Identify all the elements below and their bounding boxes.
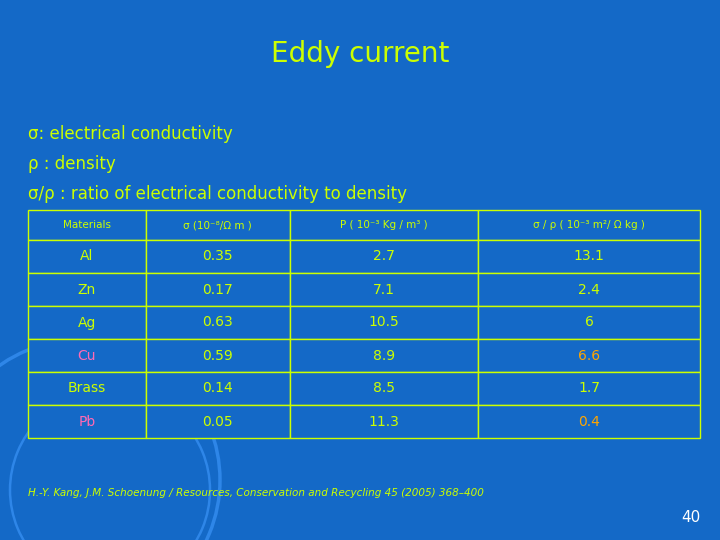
Bar [478,210,700,240]
Text: σ: electrical conductivity: σ: electrical conductivity [28,125,233,143]
Bar [290,405,478,438]
Bar [290,210,478,240]
Text: 0.17: 0.17 [202,282,233,296]
Text: Pb: Pb [78,415,96,429]
Text: Materials: Materials [63,220,111,230]
Bar [145,240,290,273]
Text: 7.1: 7.1 [373,282,395,296]
Bar [145,210,290,240]
Text: Cu: Cu [78,348,96,362]
Text: 0.63: 0.63 [202,315,233,329]
Text: 0.35: 0.35 [202,249,233,264]
Bar [290,240,478,273]
Bar [290,339,478,372]
Bar [478,372,700,405]
Bar [28,240,145,273]
Bar [28,306,145,339]
Bar [28,210,145,240]
Text: 6.6: 6.6 [578,348,600,362]
Text: 6: 6 [585,315,593,329]
Bar [28,372,145,405]
Bar [28,405,145,438]
Text: 2.4: 2.4 [578,282,600,296]
Text: Eddy current: Eddy current [271,40,449,68]
Bar [478,240,700,273]
Text: 0.59: 0.59 [202,348,233,362]
Bar [478,339,700,372]
Bar [478,273,700,306]
Text: 0.4: 0.4 [578,415,600,429]
Bar [145,273,290,306]
Bar [145,405,290,438]
Bar [478,405,700,438]
Text: σ (10⁻⁸/Ω m ): σ (10⁻⁸/Ω m ) [184,220,252,230]
Text: P ( 10⁻³ Kg / m³ ): P ( 10⁻³ Kg / m³ ) [341,220,428,230]
Text: 1.7: 1.7 [578,381,600,395]
Text: Ag: Ag [78,315,96,329]
Text: 2.7: 2.7 [373,249,395,264]
Text: ρ : density: ρ : density [28,155,116,173]
Bar [145,306,290,339]
Text: Brass: Brass [68,381,106,395]
Bar [28,339,145,372]
Bar [290,306,478,339]
Text: 40: 40 [680,510,700,525]
Bar [290,273,478,306]
Text: H.-Y. Kang, J.M. Schoenung / Resources, Conservation and Recycling 45 (2005) 368: H.-Y. Kang, J.M. Schoenung / Resources, … [28,488,484,498]
Text: σ / ρ ( 10⁻³ m²/ Ω kg ): σ / ρ ( 10⁻³ m²/ Ω kg ) [534,220,645,230]
Text: 11.3: 11.3 [369,415,400,429]
Text: 13.1: 13.1 [574,249,605,264]
Text: Zn: Zn [78,282,96,296]
Bar [145,372,290,405]
Bar [145,339,290,372]
Bar [290,372,478,405]
Text: 8.5: 8.5 [373,381,395,395]
Text: 8.9: 8.9 [373,348,395,362]
Bar [28,273,145,306]
Text: 0.05: 0.05 [202,415,233,429]
Text: Al: Al [80,249,94,264]
Text: σ/ρ : ratio of electrical conductivity to density: σ/ρ : ratio of electrical conductivity t… [28,185,407,203]
Text: 0.14: 0.14 [202,381,233,395]
Bar [478,306,700,339]
Text: 10.5: 10.5 [369,315,400,329]
